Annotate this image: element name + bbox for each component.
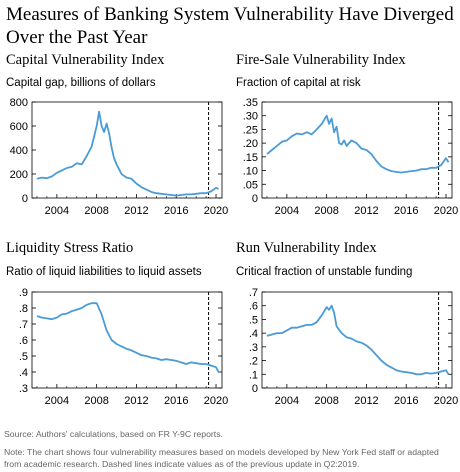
x-tick-label: 2020 xyxy=(204,395,228,407)
x-tick-label: 2008 xyxy=(84,395,108,407)
y-tick-label: .8 xyxy=(19,303,28,315)
y-tick-label: .20 xyxy=(243,138,258,150)
panel-title-run: Run Vulnerability Index xyxy=(236,240,377,256)
y-tick-label: 400 xyxy=(10,145,28,157)
y-tick-label: .30 xyxy=(243,111,258,123)
series-line xyxy=(36,302,220,373)
series-line xyxy=(266,114,450,174)
y-tick-label: 0 xyxy=(252,383,258,395)
y-tick-label: .05 xyxy=(243,179,258,191)
x-tick-label: 2020 xyxy=(434,205,458,217)
y-tick-label: .5 xyxy=(249,314,258,326)
y-tick-label: .3 xyxy=(249,342,258,354)
y-tick-label: .7 xyxy=(249,287,258,299)
x-tick-label: 2016 xyxy=(394,205,418,217)
y-tick-label: .9 xyxy=(19,287,28,299)
footnote: Note: The chart shows four vulnerability… xyxy=(4,447,439,469)
y-tick-label: .35 xyxy=(243,97,258,109)
y-tick-label: .2 xyxy=(249,356,258,368)
panel-subtitle-liquidity: Ratio of liquid liabilities to liquid as… xyxy=(6,266,202,278)
y-tick-label: .4 xyxy=(19,367,28,379)
series-line xyxy=(266,304,450,376)
x-tick-label: 2008 xyxy=(314,395,338,407)
y-tick-label: 600 xyxy=(10,121,28,133)
y-tick-label: .10 xyxy=(243,166,258,178)
y-tick-label: 200 xyxy=(10,169,28,181)
y-tick-label: .6 xyxy=(249,301,258,313)
x-tick-label: 2012 xyxy=(354,395,378,407)
x-tick-label: 2012 xyxy=(354,205,378,217)
x-tick-label: 2012 xyxy=(124,205,148,217)
panel-subtitle-capital: Capital gap, billions of dollars xyxy=(6,77,156,89)
y-tick-label: .3 xyxy=(19,383,28,395)
series-line xyxy=(36,110,219,197)
y-tick-label: .25 xyxy=(243,124,258,136)
plot-frame xyxy=(261,291,453,389)
y-tick-label: .5 xyxy=(19,351,28,363)
chart-title: Measures of Banking System Vulnerability… xyxy=(6,4,454,48)
y-tick-label: .7 xyxy=(19,319,28,331)
y-tick-label: 0 xyxy=(252,193,258,205)
x-tick-label: 2008 xyxy=(84,205,108,217)
x-tick-label: 2004 xyxy=(45,205,69,217)
y-tick-label: .15 xyxy=(243,152,258,164)
source-note: Source: Authors' calculations, based on … xyxy=(4,429,223,439)
x-tick-label: 2008 xyxy=(314,205,338,217)
y-tick-label: .6 xyxy=(19,335,28,347)
x-tick-label: 2004 xyxy=(275,205,299,217)
panel-title-fire-sale: Fire-Sale Vulnerability Index xyxy=(236,52,406,68)
x-tick-label: 2016 xyxy=(394,395,418,407)
x-tick-label: 2004 xyxy=(275,395,299,407)
panel-subtitle-fire-sale: Fraction of capital at risk xyxy=(236,77,361,89)
y-tick-label: .4 xyxy=(249,328,258,340)
x-tick-label: 2016 xyxy=(164,205,188,217)
x-tick-label: 2004 xyxy=(45,395,69,407)
x-tick-label: 2016 xyxy=(164,395,188,407)
y-tick-label: 0 xyxy=(22,193,28,205)
panel-subtitle-run: Critical fraction of unstable funding xyxy=(236,266,413,278)
y-tick-label: .1 xyxy=(249,369,258,381)
plot-frame xyxy=(261,101,453,199)
panel-title-capital: Capital Vulnerability Index xyxy=(6,52,165,68)
y-tick-label: 800 xyxy=(10,97,28,109)
panel-title-liquidity: Liquidity Stress Ratio xyxy=(6,240,134,256)
x-tick-label: 2020 xyxy=(434,395,458,407)
x-tick-label: 2020 xyxy=(204,205,228,217)
x-tick-label: 2012 xyxy=(124,395,148,407)
